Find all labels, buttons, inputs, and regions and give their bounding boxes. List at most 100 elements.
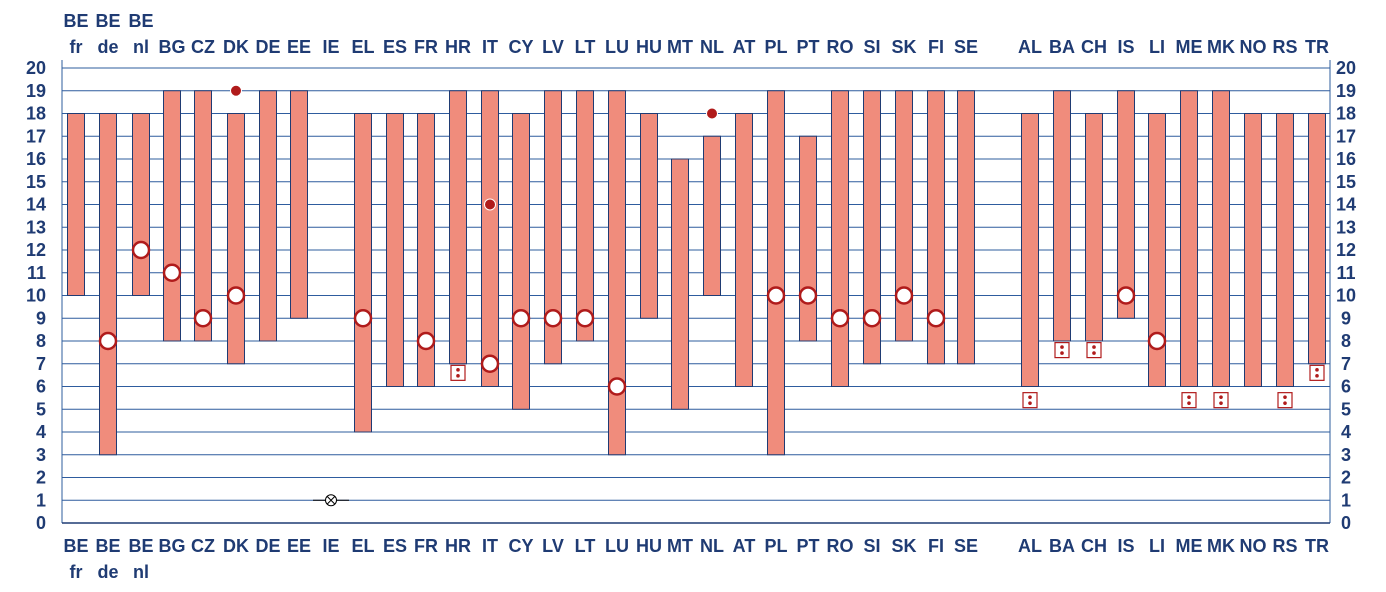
category-label-bottom: IT (482, 536, 498, 556)
y-tick-label-right: 4 (1341, 422, 1351, 442)
y-tick-label-left: 18 (26, 104, 46, 124)
y-tick-label-left: 1 (36, 490, 46, 510)
y-tick-label-left: 5 (36, 399, 46, 419)
category-label-top: FR (414, 37, 438, 57)
boxed-dots-marker (1054, 342, 1070, 359)
category-label-top-sub: de (97, 37, 118, 57)
category-label-top: LV (542, 37, 564, 57)
category-label-bottom: DK (223, 536, 249, 556)
boxed-dot-lower (1219, 401, 1223, 405)
y-tick-label-left: 10 (26, 286, 46, 306)
category-label-bottom: MK (1207, 536, 1235, 556)
y-tick-label-left: 12 (26, 240, 46, 260)
y-tick-label-right: 13 (1336, 217, 1356, 237)
range-bar (608, 90, 626, 456)
range-bar (863, 90, 881, 365)
category-label-top: NL (700, 37, 724, 57)
open-circle-marker (862, 309, 882, 328)
boxed-dot-upper (1219, 395, 1223, 399)
category-label-bottom: ME (1176, 536, 1203, 556)
category-label-bottom: PT (796, 536, 819, 556)
y-tick-label-right: 18 (1336, 104, 1356, 124)
category-label-top: SK (891, 37, 916, 57)
open-circle-marker (416, 331, 436, 351)
y-tick-label-right: 8 (1341, 331, 1351, 351)
open-circle-marker (353, 309, 373, 328)
y-tick-label-left: 20 (26, 58, 46, 78)
y-tick-label-left: 14 (26, 195, 46, 215)
y-tick-label-left: 9 (36, 308, 46, 328)
category-label-bottom: RS (1272, 536, 1297, 556)
category-label-top: ME (1176, 37, 1203, 57)
range-bar (1180, 90, 1198, 387)
range-bar (927, 90, 945, 365)
crossed-marker-stroke (327, 496, 335, 505)
y-tick-label-right: 2 (1341, 468, 1351, 488)
category-label-top: MT (667, 37, 693, 57)
y-tick-label-left: 7 (36, 354, 46, 374)
category-label-bottom-sub: nl (133, 562, 149, 582)
category-label-bottom: BG (159, 536, 186, 556)
boxed-dot-lower (1060, 351, 1064, 355)
open-circle-marker (480, 354, 500, 373)
category-label-bottom: LU (605, 536, 629, 556)
category-label-bottom: MT (667, 536, 693, 556)
open-circle-marker (766, 286, 786, 305)
category-label-top: AT (733, 37, 756, 57)
category-label-top: FI (928, 37, 944, 57)
category-label-top: ES (383, 37, 407, 57)
y-tick-label-right: 9 (1341, 308, 1351, 328)
range-bars (67, 90, 1326, 456)
range-bar (227, 113, 245, 365)
category-label-top: EE (287, 37, 311, 57)
open-circle-marker (926, 309, 946, 328)
y-tick-label-left: 4 (36, 422, 46, 442)
category-label-bottom: FI (928, 536, 944, 556)
range-bar (163, 90, 181, 342)
category-label-top: CY (508, 37, 533, 57)
category-label-top: HU (636, 37, 662, 57)
category-label-top: BE (128, 11, 153, 31)
boxed-dots-marker (1086, 342, 1102, 359)
y-tick-label-left: 11 (27, 263, 46, 283)
category-label-top: PL (764, 37, 787, 57)
category-label-bottom: AT (733, 536, 756, 556)
boxed-dot-lower (1283, 401, 1287, 405)
boxed-dots-marker (1277, 392, 1293, 409)
category-label-top: BA (1049, 37, 1075, 57)
y-tick-label-left: 16 (26, 149, 46, 169)
y-tick-label-right: 5 (1341, 399, 1351, 419)
category-label-bottom-sub: fr (70, 562, 83, 582)
y-tick-label-left: 19 (26, 81, 46, 101)
category-label-bottom: EL (351, 536, 374, 556)
category-label-bottom: HR (445, 536, 471, 556)
range-bar (132, 113, 150, 296)
open-circle-marker (511, 309, 531, 328)
category-label-top: DE (255, 37, 280, 57)
category-label-top: IE (322, 37, 339, 57)
y-tick-label-left: 3 (36, 445, 46, 465)
y-tick-label-left: 0 (36, 513, 46, 533)
range-bar (576, 90, 594, 342)
category-label-top: SI (863, 37, 880, 57)
category-label-top: BG (159, 37, 186, 57)
range-bar (417, 113, 435, 387)
y-tick-label-right: 1 (1341, 490, 1351, 510)
category-label-bottom: SE (954, 536, 978, 556)
y-tick-label-right: 7 (1341, 354, 1351, 374)
category-label-bottom: CH (1081, 536, 1107, 556)
category-label-bottom: AL (1018, 536, 1042, 556)
category-label-top: LT (575, 37, 596, 57)
range-bar (194, 90, 212, 342)
y-tick-label-left: 6 (36, 377, 46, 397)
category-label-bottom-sub: de (97, 562, 118, 582)
y-tick-label-left: 2 (36, 468, 46, 488)
open-circle-marker (131, 240, 151, 260)
y-tick-label-right: 11 (1336, 263, 1355, 283)
category-label-top: LI (1149, 37, 1165, 57)
range-bar (259, 90, 277, 342)
category-label-bottom: BA (1049, 536, 1075, 556)
range-bar (671, 158, 689, 410)
open-circle-marker (162, 263, 182, 282)
category-label-top: CZ (191, 37, 215, 57)
